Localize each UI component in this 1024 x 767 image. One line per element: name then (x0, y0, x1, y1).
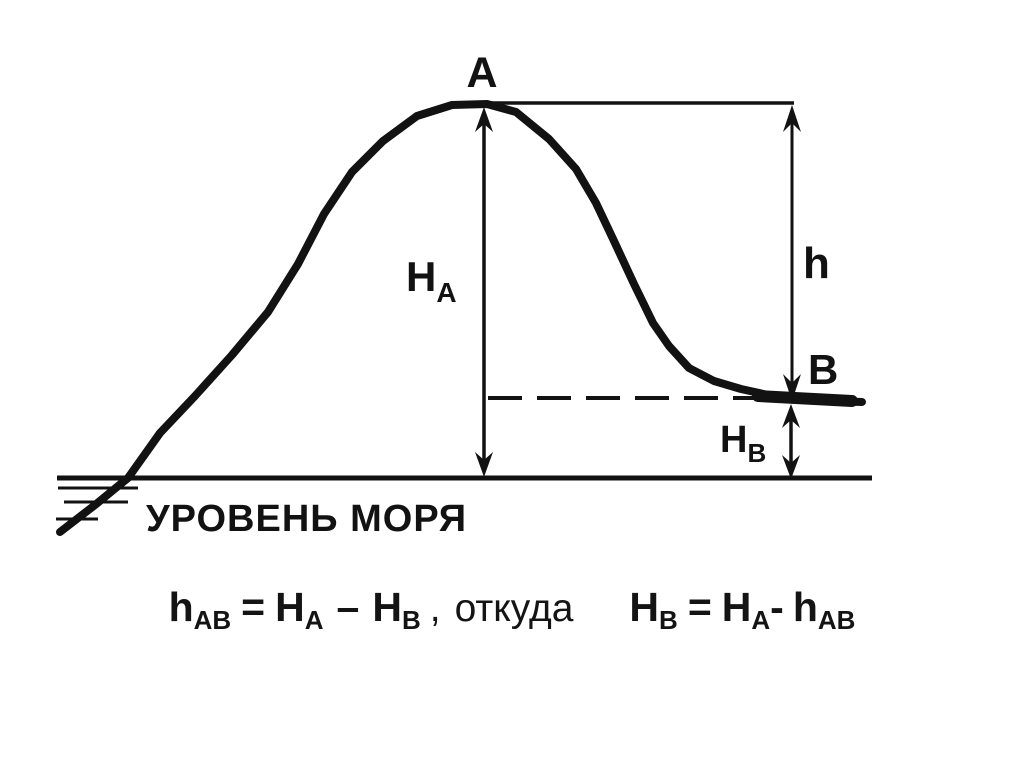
sea-level-label: УРОВЕНЬ МОРЯ (146, 498, 467, 540)
formula-ha-left: HA (275, 584, 324, 635)
formula-minus-hyphen: - (770, 584, 784, 630)
point-b-label: B (808, 346, 838, 393)
terrain-thick-segment (752, 390, 858, 407)
formula-minus-endash: – (336, 584, 360, 630)
h-dimension-line (783, 105, 801, 401)
water-hatch-lines (56, 486, 138, 521)
point-a-label: A (466, 49, 497, 97)
formula-equals-1: = (241, 584, 266, 630)
formula-ha-right: HA (721, 584, 771, 635)
h-label: h (803, 239, 830, 288)
formula-hb-left: HB (372, 584, 421, 635)
hb-label: HB (720, 419, 766, 468)
formula-equals-2: = (687, 584, 712, 630)
ha-dimension-line (475, 107, 493, 477)
hb-dimension-line (782, 404, 800, 479)
formula-hab-right: hAB (792, 584, 856, 635)
formula: hAB = HA – HB , откуда HB = HA - hAB (0, 584, 1024, 635)
formula-hab-left: hAB (168, 584, 232, 635)
formula-hb-right: HB (629, 584, 678, 635)
formula-comma: , (429, 587, 441, 630)
formula-otkuda: откуда (454, 587, 574, 630)
ha-label: HA (406, 253, 457, 308)
terrain-profile-curve (56, 100, 866, 536)
elevation-diagram: A HA h B HB УРОВЕНЬ МОРЯ (56, 49, 872, 540)
